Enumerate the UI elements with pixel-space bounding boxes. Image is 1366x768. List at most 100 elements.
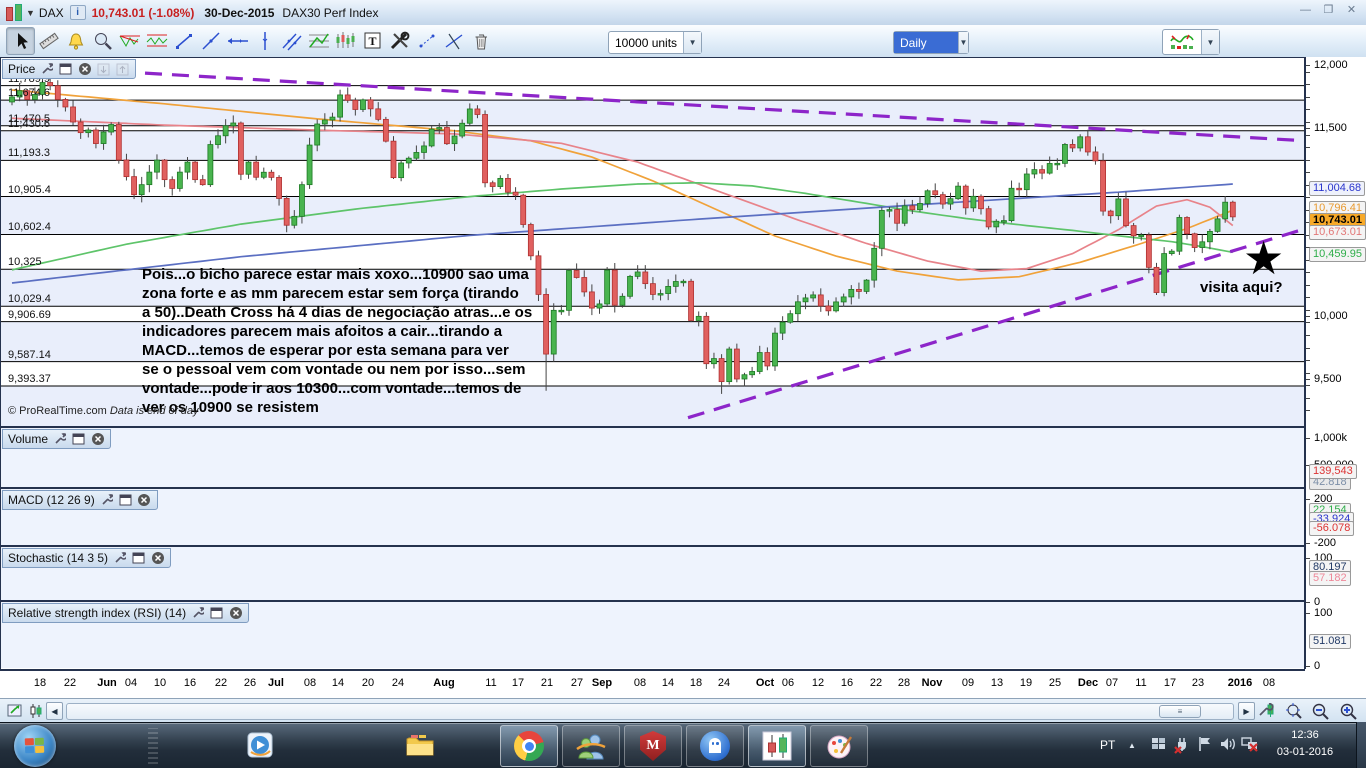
- time-axis-day-label: 23: [1191, 677, 1205, 689]
- close-icon[interactable]: [90, 432, 105, 446]
- pattern-range-tool-icon[interactable]: [143, 28, 170, 54]
- visita-aqui-label[interactable]: visita aqui?: [1200, 279, 1283, 296]
- minimize-button[interactable]: —: [1300, 4, 1311, 16]
- tray-action-center[interactable]: [1150, 722, 1171, 768]
- start-button[interactable]: [14, 725, 56, 767]
- time-axis[interactable]: 18 22 Jun 04 10 16 22 26 Jul 08 14 20 24 Aug 11 17 21 27 S…: [0, 670, 1305, 697]
- wrench-icon[interactable]: [190, 606, 205, 620]
- horizontal-line-tool-icon[interactable]: [224, 28, 251, 54]
- line-tool-icon[interactable]: [197, 28, 224, 54]
- time-axis-month-label: Jun: [97, 677, 117, 689]
- indicators-dropdown-arrow-icon[interactable]: ▼: [1201, 30, 1219, 54]
- window-icon[interactable]: [131, 551, 146, 565]
- scroll-right-button[interactable]: ▶: [1238, 702, 1255, 720]
- tray-clock[interactable]: 12:36 03-01-2016: [1262, 727, 1348, 761]
- horizontal-scrollbar[interactable]: ≡: [66, 703, 1234, 720]
- media-player-button[interactable]: [232, 725, 288, 765]
- time-axis-day-label: 22: [214, 677, 228, 689]
- window-icon[interactable]: [209, 606, 224, 620]
- timeframe-dropdown[interactable]: Daily ▼: [893, 31, 969, 54]
- window-icon[interactable]: [71, 432, 86, 446]
- time-axis-month-label: Oct: [755, 677, 775, 689]
- wrench-icon[interactable]: [99, 493, 114, 507]
- text-tool-icon[interactable]: T: [359, 28, 386, 54]
- alarm-tool-icon[interactable]: [62, 28, 89, 54]
- close-icon[interactable]: [77, 62, 92, 76]
- right-price-axis[interactable]: 12,000 11,500 10,000 9,500 11,004.68 10,796.4…: [1305, 57, 1366, 672]
- tray-network[interactable]: [1240, 722, 1261, 768]
- close-icon[interactable]: [150, 551, 165, 565]
- tray-volume[interactable]: [1218, 722, 1239, 768]
- tools-settings-icon[interactable]: [386, 28, 413, 54]
- tray-flag[interactable]: [1196, 722, 1217, 768]
- timeframe-dropdown-arrow-icon[interactable]: ▼: [958, 32, 968, 53]
- time-axis-day-label: 21: [540, 677, 554, 689]
- mcafee-shield-icon: M: [640, 731, 666, 761]
- close-icon[interactable]: [137, 493, 152, 507]
- close-button[interactable]: ✕: [1346, 4, 1357, 16]
- price-chart-svg[interactable]: [0, 57, 1306, 670]
- close-icon[interactable]: [228, 606, 243, 620]
- restore-button[interactable]: ❐: [1323, 4, 1334, 16]
- info-icon[interactable]: i: [69, 5, 86, 20]
- chart-type-icon[interactable]: [6, 4, 22, 21]
- star-annotation[interactable]: ★: [1243, 232, 1285, 284]
- pointer-tool-icon[interactable]: [6, 27, 35, 55]
- move-pane-up-icon[interactable]: [115, 62, 130, 76]
- zoom-pan-icon[interactable]: [1284, 702, 1304, 720]
- window-icon[interactable]: [58, 62, 73, 76]
- scrollbar-thumb[interactable]: ≡: [1159, 705, 1201, 718]
- power-plug-error-icon: [1174, 738, 1186, 754]
- indicators-button[interactable]: ▼: [1162, 29, 1220, 55]
- volume-pane-border: [0, 427, 1305, 488]
- time-axis-day-label: 25: [1048, 677, 1062, 689]
- segment-tool-icon[interactable]: [170, 28, 197, 54]
- scroll-left-button[interactable]: ◀: [46, 702, 63, 720]
- move-pane-down-icon[interactable]: [96, 62, 111, 76]
- value-badge: 11,004.68: [1309, 181, 1366, 196]
- wrench-icon[interactable]: [52, 432, 67, 446]
- units-dropdown[interactable]: 10000 units ▼: [608, 31, 702, 54]
- pattern-triangle-tool-icon[interactable]: [116, 28, 143, 54]
- window-icon[interactable]: [118, 493, 133, 507]
- chrome-button[interactable]: [500, 725, 558, 767]
- forecast-candles-tool-icon[interactable]: [332, 28, 359, 54]
- explorer-button[interactable]: [392, 725, 448, 765]
- mcafee-button[interactable]: M: [624, 725, 682, 767]
- axis-minor-tick: [1306, 147, 1310, 149]
- zoom-out-icon[interactable]: [1310, 702, 1330, 720]
- time-axis-day-label: 28: [897, 677, 911, 689]
- time-axis-day-label: 24: [717, 677, 731, 689]
- show-desktop-button[interactable]: [1356, 722, 1366, 768]
- vertical-line-tool-icon[interactable]: [251, 28, 278, 54]
- zoom-tool-icon[interactable]: [89, 28, 116, 54]
- delete-tool-icon[interactable]: [467, 28, 494, 54]
- annotation-text[interactable]: Pois...o bicho parece estar mais xoxo...…: [142, 266, 533, 416]
- wrench-icon[interactable]: [39, 62, 54, 76]
- rsi-pane-title: Relative strength index (RSI) (14): [8, 606, 187, 620]
- chart-options-icon[interactable]: [1258, 702, 1278, 720]
- tray-language[interactable]: PT: [1100, 722, 1115, 768]
- time-axis-day-label: 22: [869, 677, 883, 689]
- chart-type-dropdown-icon[interactable]: ▼: [26, 7, 35, 18]
- photoscape-button[interactable]: [810, 725, 868, 767]
- ruler-tool-icon[interactable]: [35, 28, 62, 54]
- price-level-label: 10,029.4: [8, 293, 51, 306]
- crossed-lines-tool-icon[interactable]: [440, 28, 467, 54]
- chart-link-icon[interactable]: [6, 702, 26, 720]
- ghost-app-button[interactable]: [686, 725, 744, 767]
- zoom-in-icon[interactable]: [1338, 702, 1358, 720]
- parallel-lines-tool-icon[interactable]: [278, 28, 305, 54]
- time-axis-month-label: Jul: [268, 677, 284, 689]
- short-segment-tool-icon[interactable]: [413, 28, 440, 54]
- tray-power[interactable]: [1172, 722, 1193, 768]
- wrench-icon[interactable]: [112, 551, 127, 565]
- show-hidden-icons-button[interactable]: ▲: [1128, 740, 1136, 750]
- candle-settings-icon[interactable]: [26, 702, 46, 720]
- messenger-button[interactable]: [562, 725, 620, 767]
- units-dropdown-arrow-icon[interactable]: ▼: [683, 32, 701, 53]
- prorealtime-button[interactable]: [748, 725, 806, 767]
- axis-tick-label: 10,000: [1314, 310, 1348, 322]
- fibonacci-tool-icon[interactable]: [305, 28, 332, 54]
